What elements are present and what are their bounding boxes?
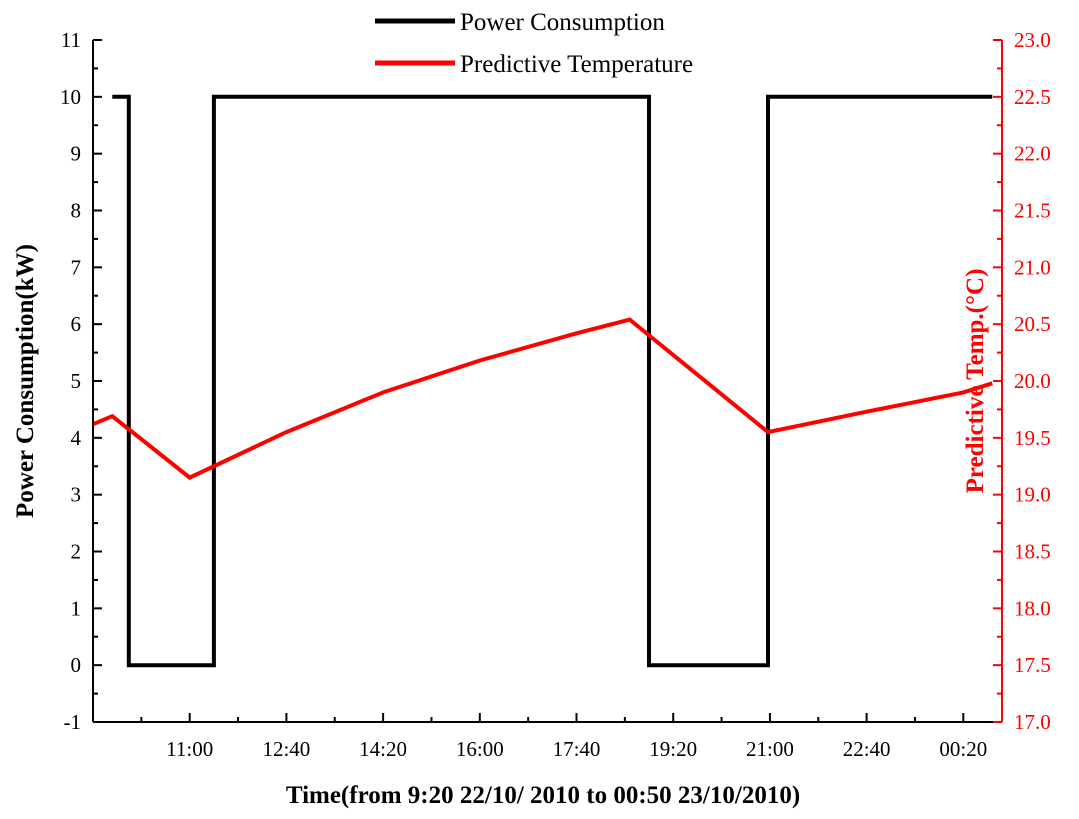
x-tick-label: 19:20: [649, 737, 697, 761]
x-tick-label: 00:20: [939, 737, 987, 761]
legend-label-temperature: Predictive Temperature: [460, 51, 693, 78]
axes-layer: [92, 40, 1003, 723]
y-left-tick-label: 1: [71, 596, 82, 620]
y-left-tick-label: 2: [71, 540, 82, 564]
y-left-tick-label: 7: [71, 255, 82, 279]
y-left-tick-label: 5: [71, 369, 82, 393]
series-layer: [92, 94, 993, 668]
y-right-tick-label: 23.0: [1014, 28, 1051, 52]
y-right-tick-label: 19.5: [1014, 426, 1051, 450]
y-left-tick-label: 8: [71, 199, 82, 223]
y-right-tick-label: 18.0: [1014, 596, 1051, 620]
predictive-temperature-line: [92, 317, 993, 480]
x-tick-label: 17:40: [553, 737, 601, 761]
y-right-tick-label: 22.0: [1014, 142, 1051, 166]
legend: Power Consumption Predictive Temperature: [375, 9, 693, 78]
y-left-tick-label: -1: [64, 710, 82, 734]
x-tick-label: 16:00: [456, 737, 504, 761]
y-left-tick-label: 11: [61, 28, 81, 52]
x-axis-title: Time(from 9:20 22/10/ 2010 to 00:50 23/1…: [286, 782, 800, 809]
y-right-tick-label: 18.5: [1014, 540, 1051, 564]
y-left-tick-label: 9: [71, 142, 82, 166]
y-left-tick-label: 6: [71, 312, 82, 336]
y-axis-left-title: Power Consumption(kW): [12, 244, 39, 518]
y-right-tick-label: 19.0: [1014, 483, 1051, 507]
y-left-tick-label: 4: [71, 426, 82, 450]
y-right-tick-label: 21.0: [1014, 255, 1051, 279]
y-right-tick-label: 20.5: [1014, 312, 1051, 336]
y-right-tick-label: 20.0: [1014, 369, 1051, 393]
y-left-tick-label: 3: [71, 483, 82, 507]
ticks-layer: -1 0 1 2 3 4 5 6 7 8 9 10 11 17.0 17.5 18.0 18.5 19.0 19.5…: [60, 28, 1051, 761]
y-right-tick-label: 17.5: [1014, 653, 1051, 677]
y-right-tick-label: 22.5: [1014, 85, 1051, 109]
x-tick-label: 14:20: [359, 737, 407, 761]
y-left-tick-label: 0: [71, 653, 82, 677]
y-axis-right-title: Predictive Temp.(°C): [962, 269, 989, 494]
y-right-tick-label: 17.0: [1014, 710, 1051, 734]
x-tick-label: 12:40: [262, 737, 310, 761]
y-left-tick-label: 10: [60, 85, 81, 109]
x-tick-label: 11:00: [166, 737, 213, 761]
y-right-tick-label: 21.5: [1014, 199, 1051, 223]
legend-label-power: Power Consumption: [460, 9, 665, 36]
x-tick-label: 22:40: [843, 737, 891, 761]
x-tick-label: 21:00: [746, 737, 794, 761]
power-consumption-line: [112, 94, 993, 668]
